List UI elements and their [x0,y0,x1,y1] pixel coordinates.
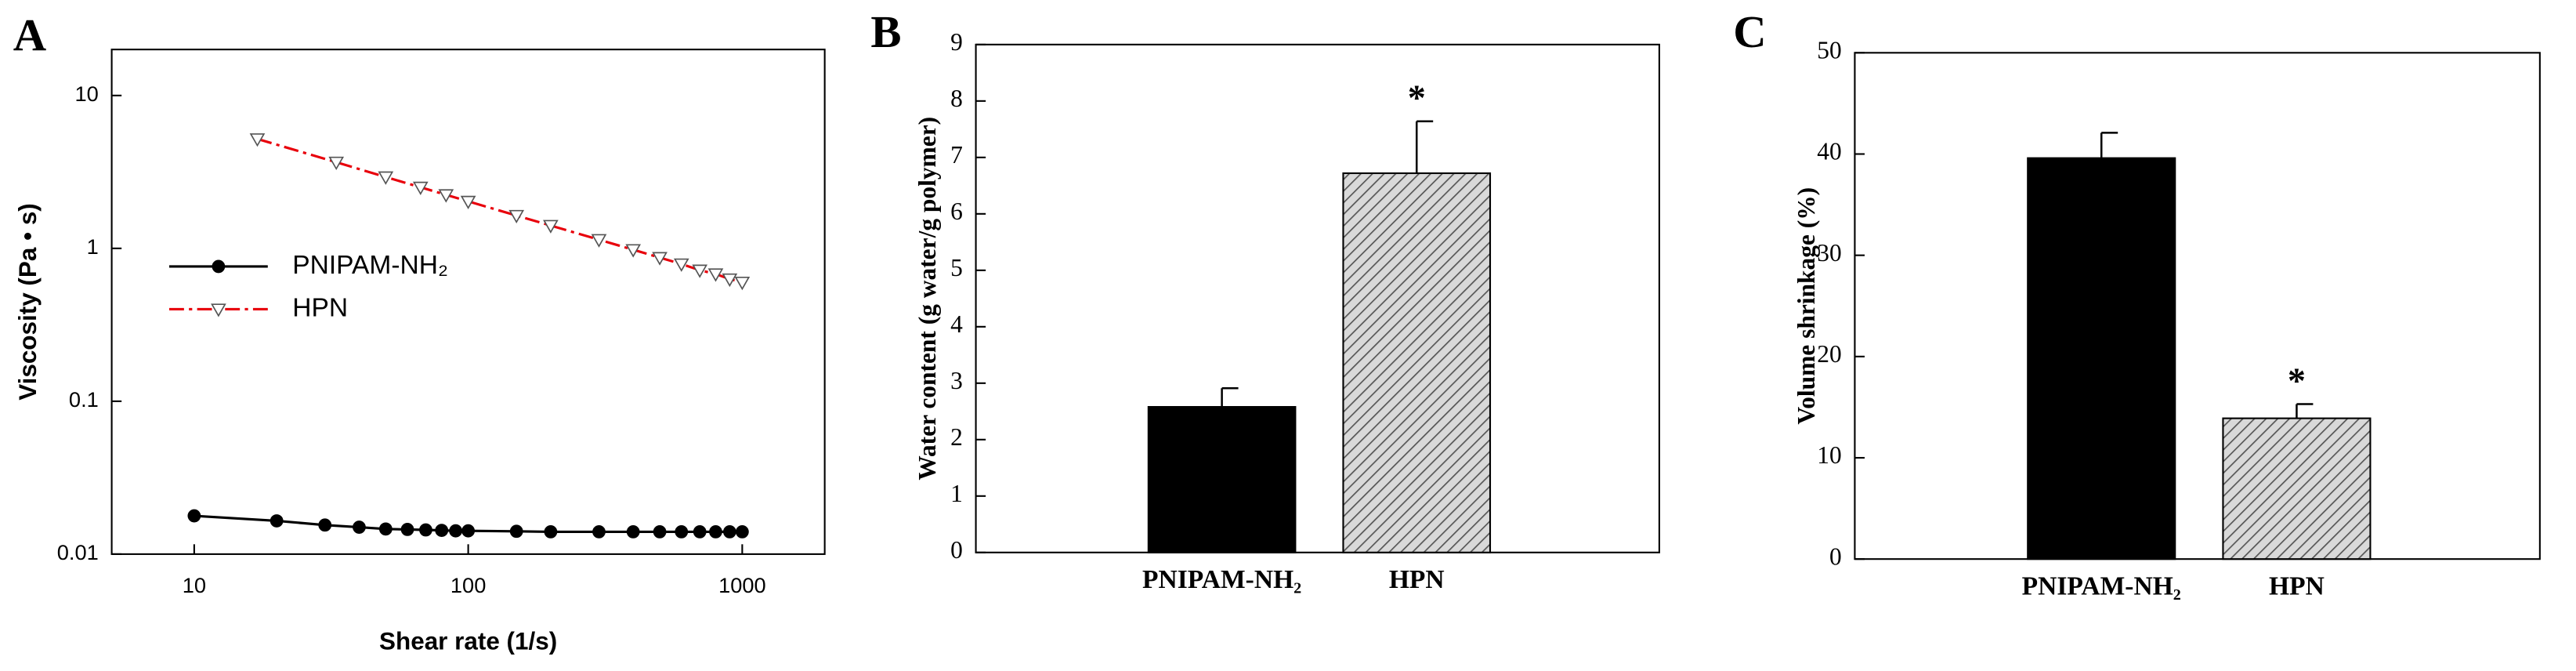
y-tick-label: 10 [1817,441,1841,469]
y-tick-label: 20 [1817,340,1841,368]
bar [1147,406,1297,553]
chart-panel: B 0 1 2 3 4 5 6 7 8 9 Water content (g water/g poly… [870,6,1660,594]
data-point [707,268,724,282]
data-point [675,525,689,539]
y-tick-label: 3 [950,367,963,394]
data-point [419,523,432,537]
plot-frame [110,49,826,555]
chart-panel: A 10 100 1000 0.01 0.1 1 10 Shear rate (1/s) Visc… [13,9,826,655]
y-axis-title: Viscosity (Pa • s) [14,203,42,401]
plot-frame [975,43,1660,553]
data-point [412,181,429,195]
data-point [722,273,738,288]
x-tick-label: HPN [2269,572,2325,601]
data-point [735,525,749,539]
data-point [378,522,393,536]
y-tick-label: 1 [87,234,99,259]
data-point [378,171,394,185]
data-point [652,252,668,266]
error-bar [1415,120,1434,173]
x-axis-title: Shear rate (1/s) [379,627,557,655]
y-tick-label: 30 [1817,239,1841,267]
x-tick-label: HPN [1389,565,1445,594]
data-point [353,520,366,534]
data-point [438,189,454,203]
error-bar [1221,387,1239,408]
y-tick-label: 0.01 [57,540,99,564]
panel-letter: B [870,6,901,57]
error-bar [2296,403,2314,419]
data-point [693,525,707,539]
legend-marker [212,259,226,274]
data-point [400,523,414,536]
y-tick-label: 4 [950,310,963,338]
data-point [591,234,607,248]
bar [2222,417,2372,560]
panel-letter: C [1733,6,1766,57]
y-axis-title: Water content (g water/g polymer) [914,117,941,481]
significance-mark: * [1408,78,1426,118]
data-point [692,264,708,278]
data-point [722,525,736,539]
data-point [328,156,345,171]
x-tick-label: 100 [450,573,486,597]
data-point [543,219,559,234]
data-point [653,525,667,539]
bar [2027,157,2176,560]
y-tick-label: 7 [950,141,963,169]
y-tick-label: 0 [1829,542,1842,570]
error-bar [2100,132,2118,158]
y-tick-label: 10 [75,82,99,106]
plot-frame [1854,52,2541,560]
data-point [449,524,463,538]
legend-label: PNIPAM-NH₂ [292,251,448,280]
data-point [544,525,558,539]
y-tick-label: 2 [950,423,963,451]
data-point [460,195,476,209]
significance-mark: * [2288,361,2306,401]
x-tick-label: PNIPAM-NH₂ [1142,565,1301,594]
y-tick-label: 9 [950,28,963,56]
y-tick-label: 0.1 [69,387,99,412]
panel-letter: A [13,9,46,60]
data-point [508,209,525,224]
y-tick-label: 0 [950,536,963,564]
data-point [461,524,476,538]
y-tick-label: 50 [1817,37,1841,64]
chart-panel: C 0 10 20 30 40 50 Volume shrinkage (%) PNIPAM-N… [1733,6,2541,601]
data-point [734,276,751,291]
data-point [673,258,689,272]
x-tick-label: 1000 [718,573,766,597]
data-point [249,133,266,147]
legend-marker [211,303,226,317]
y-tick-label: 8 [950,85,963,112]
x-tick-label: PNIPAM-NH₂ [2022,572,2181,601]
data-point [270,514,284,528]
data-point [709,525,722,539]
y-tick-label: 1 [950,480,963,507]
data-point [626,525,640,539]
data-point [625,244,642,258]
data-point [509,524,523,539]
data-point [187,509,201,523]
x-tick-label: 10 [183,573,206,597]
y-axis-title: Volume shrinkage (%) [1793,187,1820,425]
data-point [592,525,606,539]
y-tick-label: 5 [950,254,963,281]
series-line [257,137,743,284]
y-tick-label: 40 [1817,138,1841,165]
data-point [318,518,332,532]
legend-label: HPN [292,293,348,322]
y-tick-label: 6 [950,198,963,225]
data-point [435,524,449,537]
bar [1342,172,1492,553]
